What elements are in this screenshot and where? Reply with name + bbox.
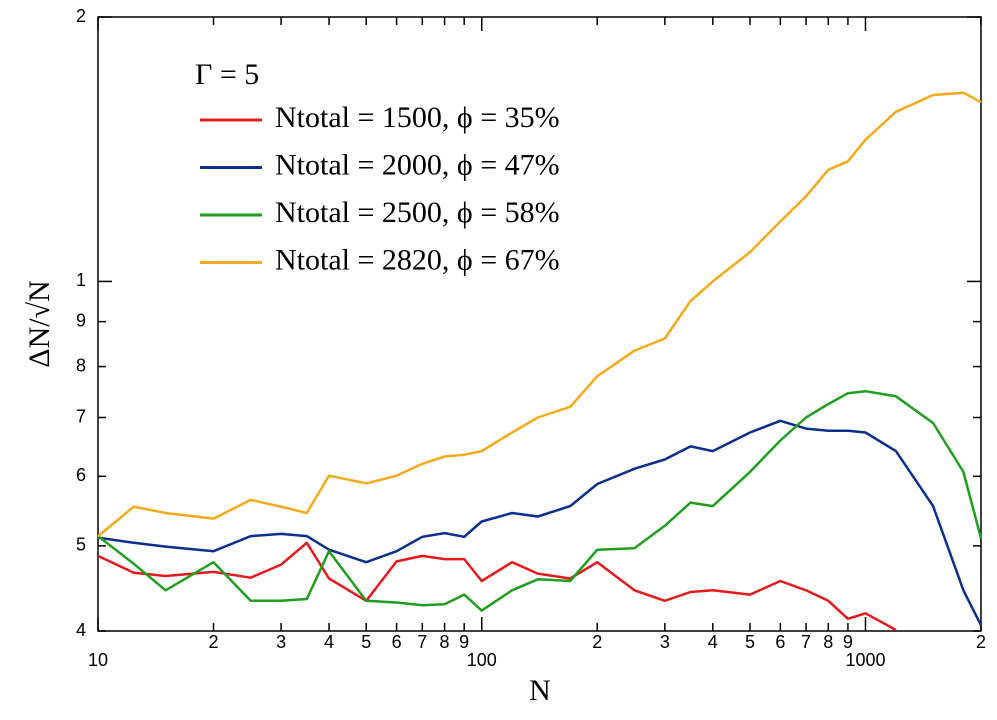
x-tick-label: 100 (467, 650, 497, 670)
x-tick-label: 5 (745, 632, 755, 652)
y-tick-label: 7 (76, 406, 86, 426)
x-tick-label: 6 (392, 632, 402, 652)
x-tick-label: 4 (324, 632, 334, 652)
series-line (97, 91, 982, 538)
x-tick-label: 3 (660, 632, 670, 652)
y-tick-label: 5 (76, 535, 86, 555)
legend-label: Ntotal = 2820, ϕ = 67% (275, 243, 560, 276)
y-tick-label: 2 (76, 6, 86, 26)
x-tick-label: 8 (823, 632, 833, 652)
legend-label: Ntotal = 2500, ϕ = 58% (275, 196, 560, 229)
x-tick-label: 3 (276, 632, 286, 652)
x-tick-label: 7 (417, 632, 427, 652)
y-tick-label: 8 (76, 355, 86, 375)
y-tick-label: 6 (76, 465, 86, 485)
x-tick-label: 1000 (845, 650, 885, 670)
series-line (97, 419, 983, 626)
y-axis-label: ΔN/√N (23, 280, 56, 367)
x-tick-label: 2 (592, 632, 602, 652)
y-tick-label: 1 (76, 270, 86, 290)
legend-label: Ntotal = 1500, ϕ = 35% (275, 101, 560, 134)
plot-frame (97, 16, 982, 632)
x-tick-label: 10 (88, 650, 108, 670)
legend-label: Ntotal = 2000, ϕ = 47% (275, 148, 560, 181)
x-axis-label: N (529, 674, 551, 707)
x-tick-label: 2 (976, 632, 986, 652)
x-tick-label: 9 (459, 632, 469, 652)
x-tick-label: 7 (801, 632, 811, 652)
series-line (97, 541, 897, 632)
series-line (97, 389, 983, 612)
x-tick-label: 8 (440, 632, 450, 652)
x-tick-label: 2 (209, 632, 219, 652)
legend-title: Γ = 5 (195, 58, 259, 91)
y-tick-label: 9 (76, 310, 86, 330)
x-tick-label: 5 (361, 632, 371, 652)
y-tick-label: 4 (76, 620, 86, 640)
x-tick-label: 6 (775, 632, 785, 652)
x-tick-label: 4 (708, 632, 718, 652)
x-tick-label: 9 (843, 632, 853, 652)
